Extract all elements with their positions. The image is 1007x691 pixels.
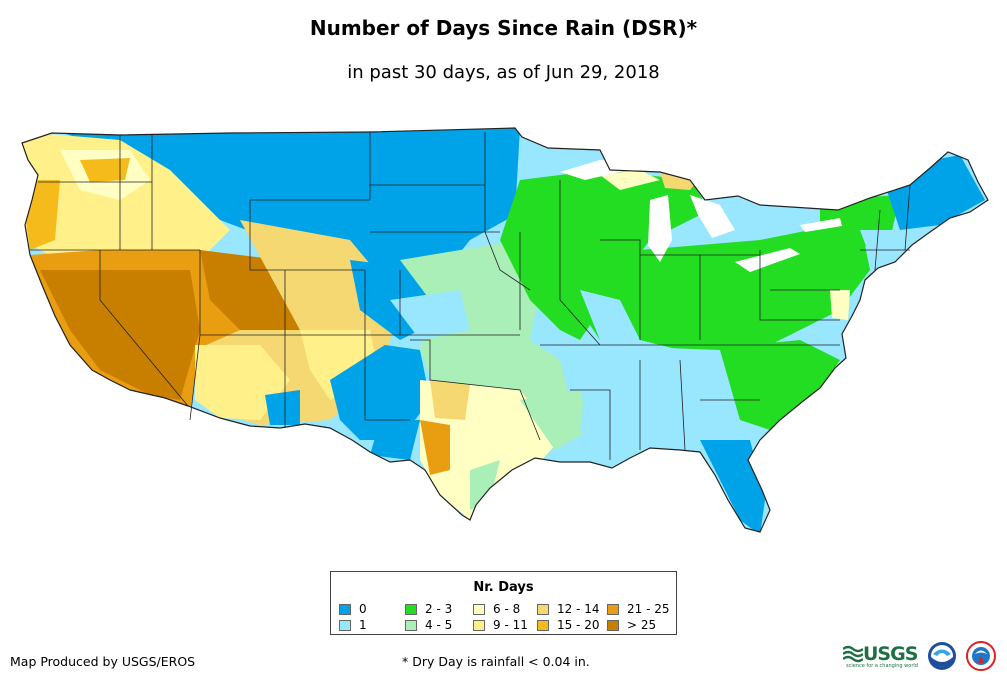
us-outline bbox=[21, 127, 989, 533]
usgs-wordmark: USGS bbox=[863, 643, 918, 665]
map-title: Number of Days Since Rain (DSR)* bbox=[309, 16, 698, 40]
legend-swatch bbox=[537, 603, 549, 615]
legend-label: 2 - 3 bbox=[425, 602, 453, 616]
legend-swatch bbox=[405, 603, 417, 615]
conus-map bbox=[21, 127, 989, 533]
dsr-fill-regions bbox=[22, 128, 988, 532]
legend-swatch bbox=[339, 603, 351, 615]
map-credit: Map Produced by USGS/EROS bbox=[10, 654, 196, 669]
legend-item: > 25 bbox=[607, 618, 656, 632]
legend-swatch bbox=[607, 603, 619, 615]
usgs-tagline: science for a changing world bbox=[846, 663, 918, 669]
legend-item: 6 - 8 bbox=[473, 602, 520, 616]
map-legend: Nr. Days 0 1 2 - 3 4 - 5 6 - 8 9 - 11 12… bbox=[330, 571, 677, 635]
map-subtitle: in past 30 days, as of Jun 29, 2018 bbox=[347, 62, 660, 83]
state-boundaries bbox=[30, 132, 911, 460]
legend-label: 21 - 25 bbox=[627, 602, 670, 616]
legend-swatch bbox=[473, 603, 485, 615]
legend-swatch bbox=[339, 619, 351, 631]
legend-title: Nr. Days bbox=[473, 580, 534, 595]
legend-label: > 25 bbox=[627, 618, 657, 632]
usgs-wave-icon bbox=[843, 645, 863, 663]
agency-logos: USGS science for a changing world bbox=[843, 641, 1001, 671]
legend-swatch bbox=[405, 619, 417, 631]
nws-logo-icon bbox=[966, 641, 996, 671]
legend-label: 6 - 8 bbox=[493, 602, 521, 616]
legend-item: 1 bbox=[339, 618, 367, 632]
legend-label: 15 - 20 bbox=[557, 618, 600, 632]
legend-item: 21 - 25 bbox=[607, 602, 670, 616]
legend-item: 0 bbox=[339, 602, 367, 616]
legend-swatch bbox=[607, 619, 619, 631]
great-lakes bbox=[560, 160, 842, 272]
legend-label: 12 - 14 bbox=[557, 602, 600, 616]
dry-day-footnote: * Dry Day is rainfall < 0.04 in. bbox=[402, 654, 590, 669]
legend-label: 9 - 11 bbox=[493, 618, 528, 632]
legend-item: 4 - 5 bbox=[405, 618, 452, 632]
legend-label: 0 bbox=[359, 602, 367, 616]
legend-item: 9 - 11 bbox=[473, 618, 528, 632]
legend-item: 15 - 20 bbox=[537, 618, 600, 632]
legend-item: 2 - 3 bbox=[405, 602, 452, 616]
legend-item: 12 - 14 bbox=[537, 602, 600, 616]
legend-swatch bbox=[537, 619, 549, 631]
noaa-logo-icon bbox=[928, 642, 956, 670]
legend-swatch bbox=[473, 619, 485, 631]
legend-label: 1 bbox=[359, 618, 367, 632]
legend-label: 4 - 5 bbox=[425, 618, 453, 632]
usgs-logo: USGS bbox=[843, 643, 918, 665]
